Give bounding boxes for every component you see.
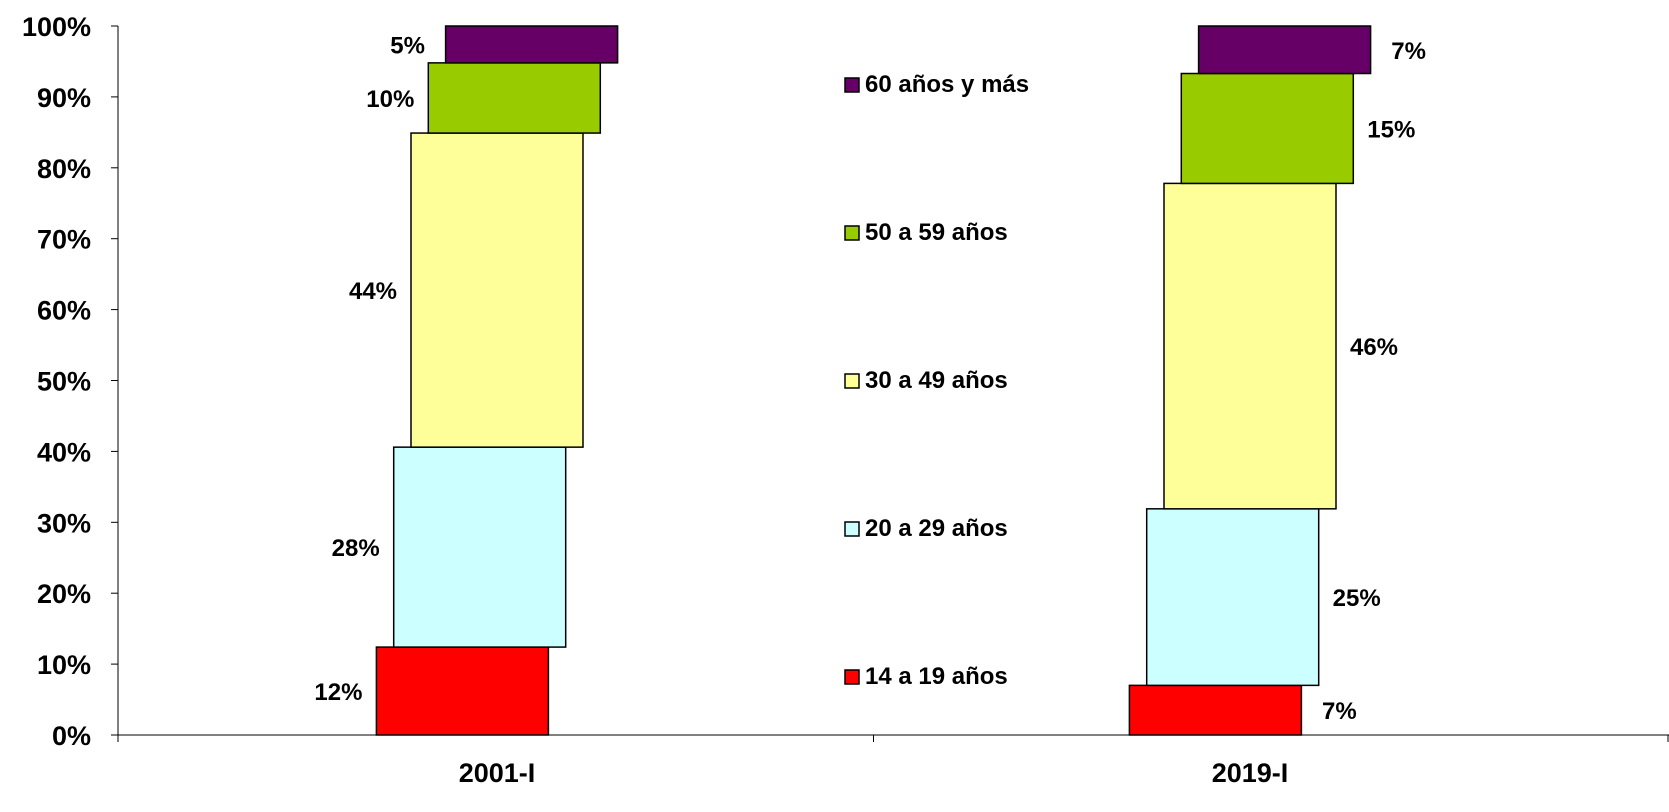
data-label: 15%	[1367, 116, 1415, 143]
bar-segment	[1145, 508, 1320, 687]
bar-segment	[444, 25, 619, 64]
x-tick-label: 2001-I	[459, 758, 536, 788]
legend-label: 30 a 49 años	[865, 367, 1008, 394]
data-label: 28%	[332, 535, 380, 562]
bar-segment	[1128, 684, 1303, 736]
data-label: 44%	[349, 278, 397, 305]
bar-segment	[410, 132, 584, 448]
y-tick-label: 30%	[37, 508, 91, 538]
legend-swatch	[844, 77, 860, 93]
legend-swatch	[844, 373, 860, 389]
bar-segment	[392, 446, 567, 648]
y-tick-label: 60%	[37, 296, 91, 326]
legend-label: 14 a 19 años	[865, 663, 1008, 690]
y-tick-label: 10%	[37, 650, 91, 680]
x-tick-label: 2019-I	[1212, 758, 1289, 788]
bar-segment	[1163, 182, 1337, 510]
y-tick-label: 80%	[37, 154, 91, 184]
data-labels: 12% 28% 44% 10% 5% 7% 25% 46% 15% 7%	[314, 32, 1426, 725]
legend-label: 60 años y más	[865, 71, 1029, 98]
bars	[375, 25, 1372, 736]
bar-segment	[427, 62, 602, 134]
data-label: 5%	[390, 32, 425, 59]
data-label: 12%	[314, 679, 362, 706]
y-tick-label: 40%	[37, 437, 91, 467]
y-tick-label: 20%	[37, 579, 91, 609]
legend-swatch	[844, 521, 860, 537]
legend-swatch	[844, 225, 860, 241]
data-label: 46%	[1350, 334, 1398, 361]
bar-segment	[1180, 72, 1355, 185]
y-tick-label: 90%	[37, 83, 91, 113]
y-tick-label: 100%	[22, 12, 91, 42]
data-label: 25%	[1333, 585, 1381, 612]
legend: 60 años y más 50 a 59 años 30 a 49 años 20 …	[844, 71, 1029, 690]
data-label: 7%	[1391, 38, 1426, 65]
legend-label: 20 a 29 años	[865, 515, 1008, 542]
legend-label: 50 a 59 años	[865, 219, 1008, 246]
data-label: 10%	[366, 86, 414, 113]
legend-swatch	[844, 669, 860, 685]
axes: 0% 10% 20% 30% 40% 50% 60% 70% 80% 90% 100% 2001-I 2…	[22, 12, 1669, 788]
bar-segment	[375, 646, 550, 736]
bar-segment	[1197, 25, 1372, 75]
y-tick-label: 0%	[52, 721, 91, 751]
data-label: 7%	[1322, 698, 1357, 725]
y-tick-label: 70%	[37, 225, 91, 255]
y-tick-label: 50%	[37, 367, 91, 397]
